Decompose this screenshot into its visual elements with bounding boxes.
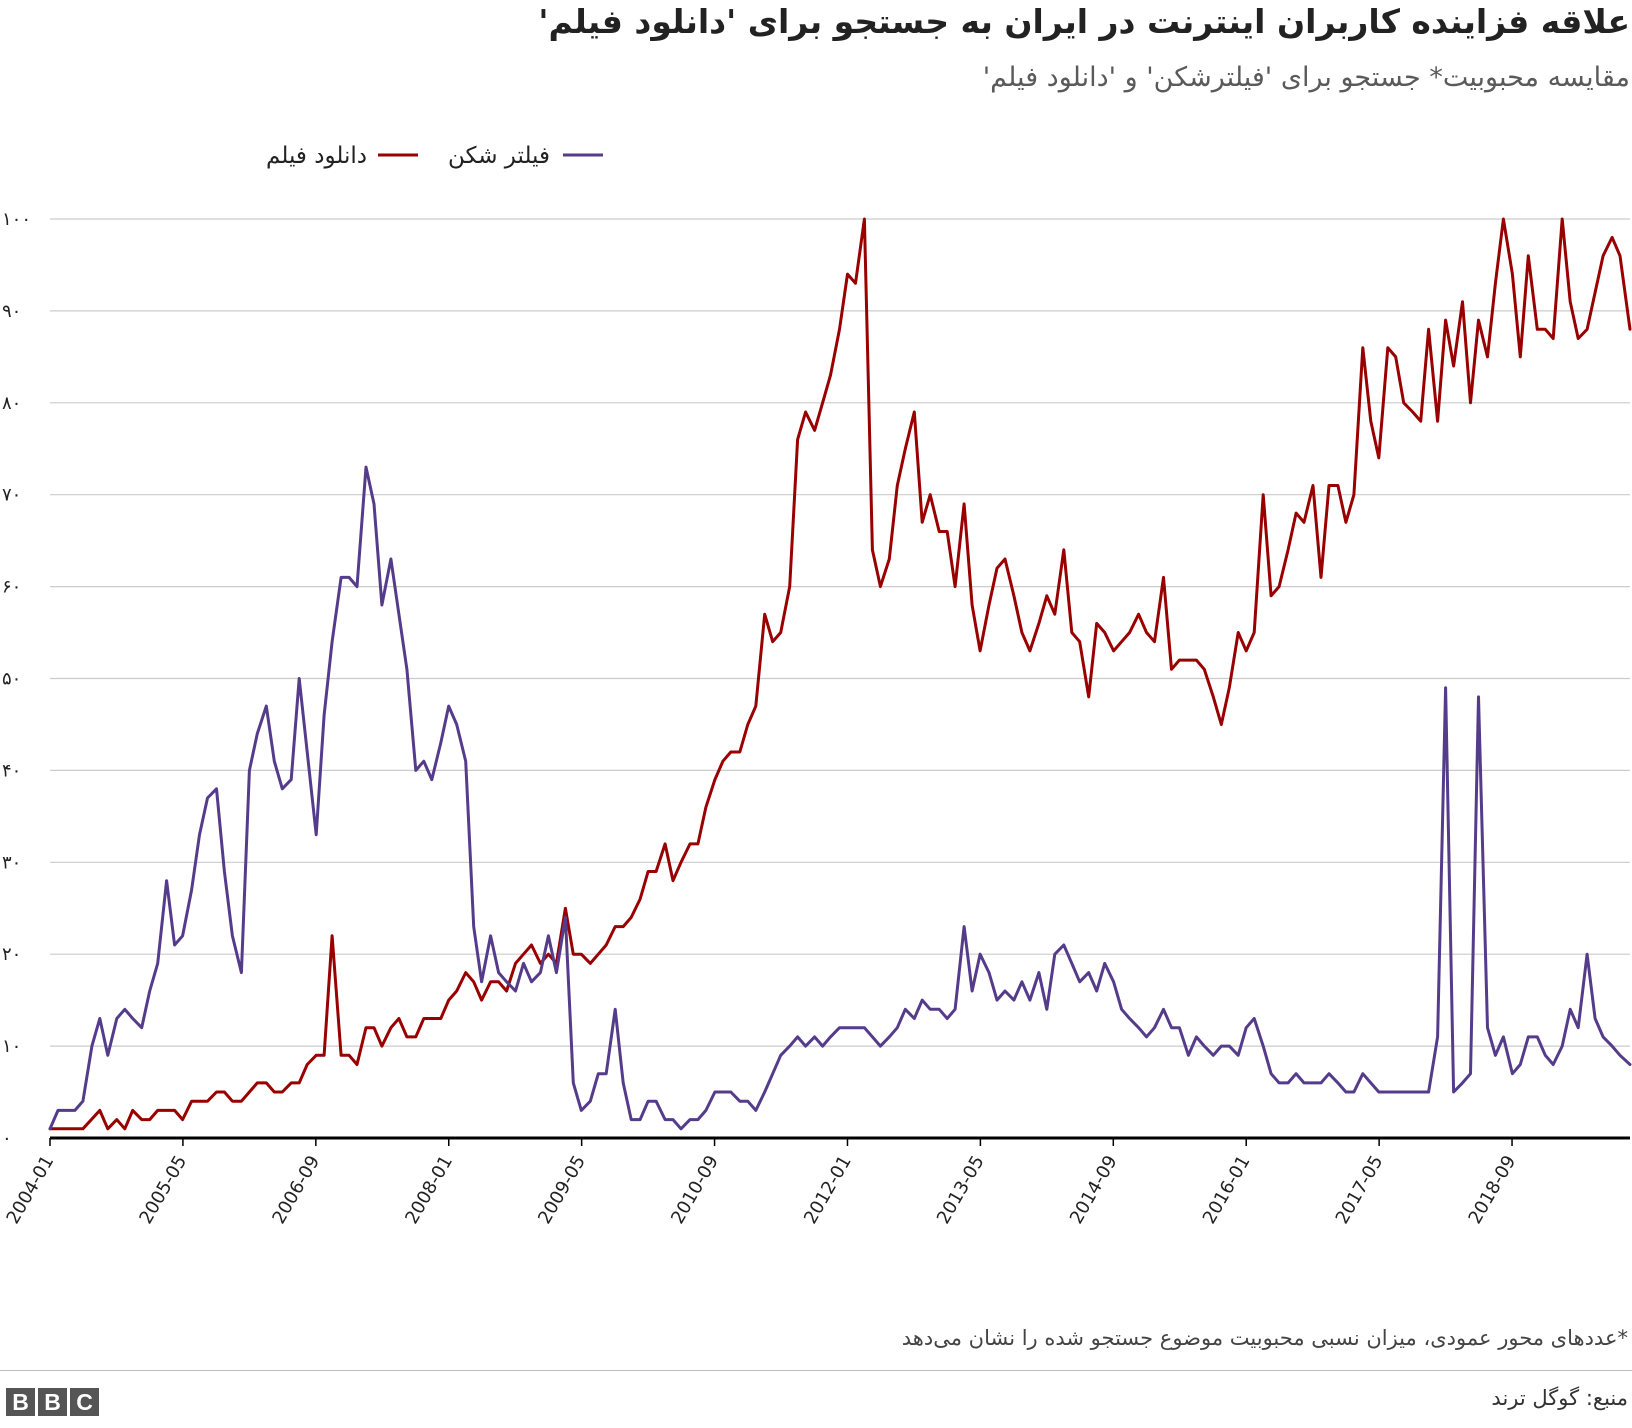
series-lines — [48, 217, 1632, 1131]
x-tick-label: 2008-01 — [401, 1152, 457, 1228]
series-line-vpn — [48, 465, 1632, 1131]
y-tick-label: ۷۰ — [2, 485, 21, 506]
x-tick-label: 2010-09 — [667, 1152, 723, 1228]
y-tick-label: ۶۰ — [2, 577, 21, 598]
chart-title: علاقه فزاینده کاربران اینترنت در ایران ب… — [538, 2, 1630, 41]
y-tick-label: ۵۰ — [2, 669, 21, 690]
x-tick-label: 2016-01 — [1199, 1152, 1255, 1228]
x-tick-label: 2004-01 — [3, 1152, 59, 1228]
x-tick-labels: 2004-01 2005-05 2006-09 2008-01 2009-05 2010-… — [3, 1138, 1521, 1228]
x-tick-label: 2017-05 — [1332, 1152, 1388, 1228]
bbc-logo-letter: C — [70, 1388, 99, 1416]
x-tick-label: 2012-01 — [800, 1152, 856, 1228]
y-tick-label: ۳۰ — [2, 852, 21, 873]
bbc-logo-letter: B — [6, 1388, 35, 1416]
series-line-download — [48, 217, 1632, 1131]
source-credit: منبع: گوگل ترند — [1491, 1386, 1628, 1410]
x-tick-label: 2014-09 — [1066, 1152, 1122, 1228]
bbc-logo: B B C — [6, 1388, 99, 1416]
chart-subtitle: مقایسه محبوبیت* جستجو برای 'فیلترشکن' و … — [982, 62, 1630, 93]
y-tick-label: ۱۰ — [2, 1036, 21, 1057]
y-tick-label: ۲۰ — [2, 944, 21, 965]
bbc-logo-letter: B — [38, 1388, 67, 1416]
legend-label-download: دانلود فیلم — [266, 143, 367, 169]
x-tick-label: 2005-05 — [135, 1152, 191, 1228]
x-tick-label: 2018-09 — [1465, 1152, 1521, 1228]
y-tick-label: ۰ — [2, 1128, 12, 1149]
chart-footnote: *عددهای محور عمودی، میزان نسبی محبوبیت م… — [901, 1326, 1628, 1350]
y-tick-label: ۹۰ — [2, 301, 21, 322]
legend-label-vpn: فیلتر شکن — [448, 143, 550, 169]
x-tick-label: 2013-05 — [933, 1152, 989, 1228]
y-tick-label: ۸۰ — [2, 393, 21, 414]
x-tick-label: 2006-09 — [268, 1152, 324, 1228]
y-tick-label: ۴۰ — [2, 760, 21, 781]
grid-lines — [50, 218, 1630, 1140]
x-tick-label: 2009-05 — [534, 1152, 590, 1228]
footer-divider — [0, 1370, 1632, 1371]
legend: فیلتر شکن دانلود فیلم — [266, 143, 603, 169]
y-tick-label: ۱۰۰ — [2, 209, 31, 230]
y-tick-labels: ۰ ۱۰ ۲۰ ۳۰ ۴۰ ۵۰ ۶۰ ۷۰ ۸۰ ۹۰ ۱۰۰ — [2, 209, 31, 1149]
